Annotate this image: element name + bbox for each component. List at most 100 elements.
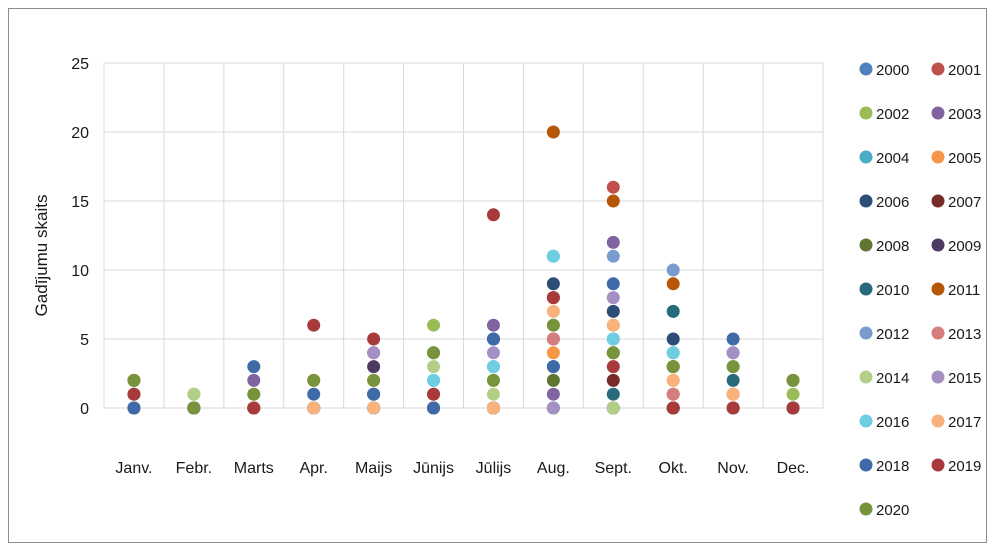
data-point (666, 346, 680, 360)
data-point (486, 360, 500, 374)
legend-label: 2005 (948, 150, 981, 167)
legend-label: 2000 (876, 62, 909, 79)
legend-label: 2019 (948, 458, 981, 475)
y-tick-label: 20 (71, 125, 89, 142)
data-point (486, 318, 500, 332)
legend-marker (859, 238, 873, 252)
y-tick-label: 0 (80, 401, 89, 418)
legend-marker (931, 282, 945, 296)
legend-marker (859, 62, 873, 76)
data-point (666, 360, 680, 374)
legend-marker (859, 502, 873, 516)
x-axis-ticks: Janv. Febr. Marts Apr. Maijs Jūnijs Jūlijs Aug.… (115, 460, 809, 477)
legend-marker (859, 194, 873, 208)
legend-label: 2012 (876, 326, 909, 343)
data-point (546, 387, 560, 401)
data-point (486, 346, 500, 360)
legend-marker (931, 326, 945, 340)
y-axis-label: Gadījumu skaits (32, 195, 51, 317)
legend-marker (859, 106, 873, 120)
data-point (486, 401, 500, 415)
data-point (546, 373, 560, 387)
y-tick-label: 5 (80, 332, 89, 349)
scatter-chart: 0 5 10 15 20 25 Janv. Febr. Marts Apr. Maijs Jūnij… (32, 56, 981, 519)
data-point (307, 401, 321, 415)
x-tick-label: Nov. (717, 460, 749, 477)
data-point (786, 373, 800, 387)
legend-label: 2004 (876, 150, 909, 167)
data-point (307, 387, 321, 401)
x-tick-label: Febr. (176, 460, 212, 477)
legend-label: 2006 (876, 194, 909, 211)
y-axis-ticks: 0 5 10 15 20 25 (71, 56, 89, 418)
data-point (726, 373, 740, 387)
legend-label: 2003 (948, 106, 981, 123)
legend-label: 2014 (876, 370, 909, 387)
y-tick-label: 10 (71, 263, 89, 280)
legend-label: 2015 (948, 370, 981, 387)
data-point (247, 360, 261, 374)
legend-label: 2007 (948, 194, 981, 211)
data-point (247, 373, 261, 387)
data-point (367, 387, 381, 401)
data-point (666, 387, 680, 401)
plot-grid (103, 62, 824, 409)
data-point (546, 304, 560, 318)
data-points (127, 125, 800, 415)
x-tick-label: Maijs (355, 460, 392, 477)
data-point (367, 346, 381, 360)
legend: 2000 2001 2002 2003 2004 2005 2006 2007 2008 2009… (859, 62, 981, 519)
legend-marker (931, 150, 945, 164)
data-point (427, 373, 441, 387)
data-point (606, 277, 620, 291)
data-point (427, 318, 441, 332)
data-point (486, 387, 500, 401)
data-point (666, 401, 680, 415)
legend-marker (859, 458, 873, 472)
legend-label: 2020 (876, 502, 909, 519)
data-point (367, 332, 381, 346)
x-tick-label: Apr. (299, 460, 327, 477)
data-point (726, 360, 740, 374)
data-point (606, 180, 620, 194)
data-point (726, 346, 740, 360)
data-point (367, 360, 381, 374)
data-point (606, 373, 620, 387)
legend-marker (931, 370, 945, 384)
data-point (726, 332, 740, 346)
data-point (486, 208, 500, 222)
data-point (726, 387, 740, 401)
data-point (546, 332, 560, 346)
data-point (427, 401, 441, 415)
legend-label: 2017 (948, 414, 981, 431)
data-point (606, 291, 620, 305)
data-point (427, 387, 441, 401)
data-point (666, 332, 680, 346)
x-tick-label: Marts (234, 460, 274, 477)
data-point (606, 194, 620, 208)
y-tick-label: 15 (71, 194, 89, 211)
x-tick-label: Okt. (659, 460, 688, 477)
x-tick-label: Aug. (537, 460, 570, 477)
legend-label: 2018 (876, 458, 909, 475)
data-point (546, 346, 560, 360)
legend-marker (859, 370, 873, 384)
data-point (606, 235, 620, 249)
data-point (606, 304, 620, 318)
x-tick-label: Sept. (595, 460, 632, 477)
legend-marker (931, 414, 945, 428)
x-tick-label: Jūlijs (476, 460, 512, 477)
chart-frame: 0 5 10 15 20 25 Janv. Febr. Marts Apr. Maijs Jūnij… (8, 8, 987, 543)
data-point (606, 346, 620, 360)
legend-label: 2008 (876, 238, 909, 255)
data-point (666, 277, 680, 291)
legend-label: 2011 (948, 282, 980, 299)
legend-marker (859, 150, 873, 164)
x-tick-label: Janv. (115, 460, 152, 477)
data-point (187, 401, 201, 415)
data-point (666, 304, 680, 318)
data-point (786, 387, 800, 401)
legend-label: 2013 (948, 326, 981, 343)
y-tick-label: 25 (71, 56, 89, 73)
data-point (367, 401, 381, 415)
